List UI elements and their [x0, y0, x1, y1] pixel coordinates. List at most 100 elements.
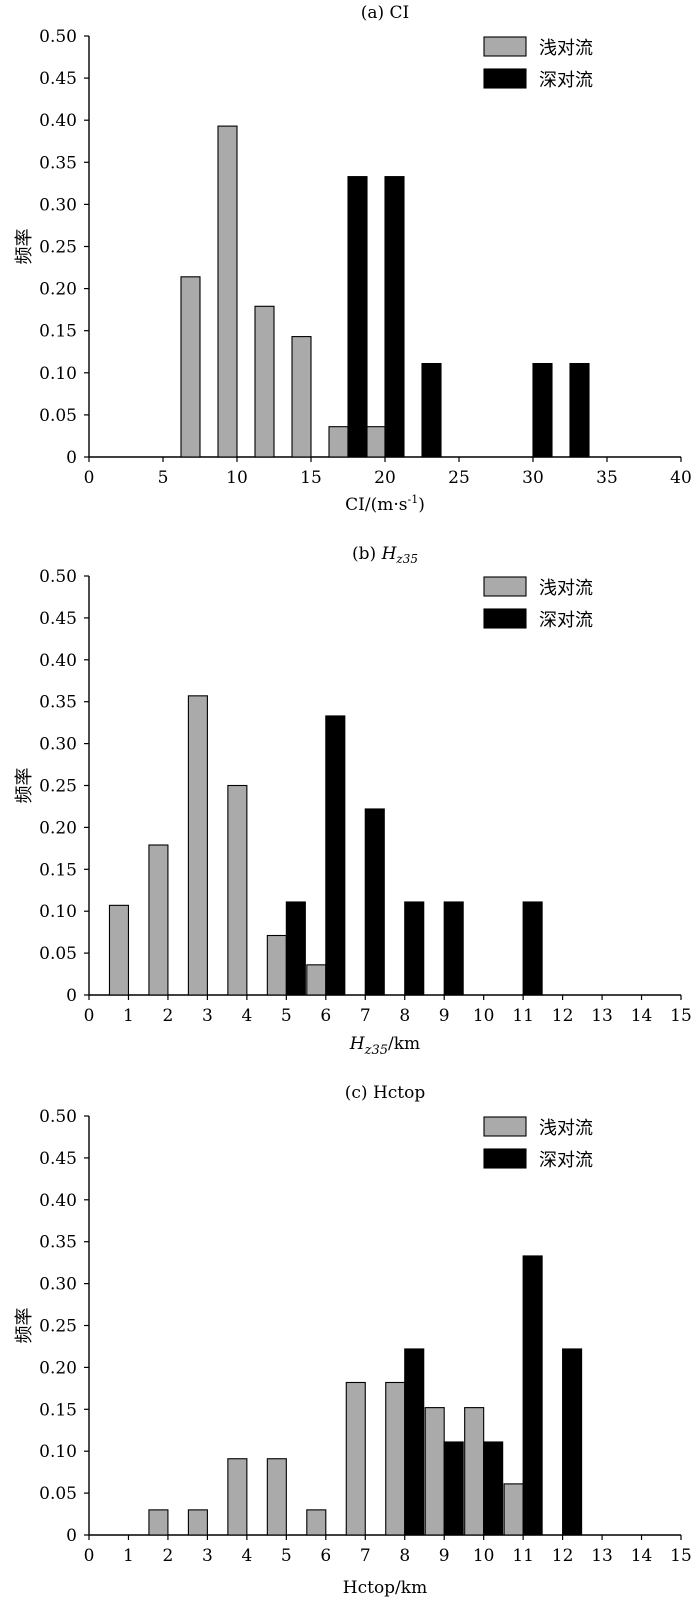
y-tick-label: 0.40 [39, 1191, 77, 1211]
x-tick-label: 15 [300, 468, 322, 488]
x-tick-label: 6 [320, 1006, 331, 1026]
x-tick-label: 13 [591, 1006, 613, 1026]
y-tick-label: 0.05 [39, 406, 77, 426]
y-tick-label: 0 [66, 448, 77, 468]
x-tick-label: 13 [591, 1546, 613, 1566]
y-tick-label: 0.10 [39, 902, 77, 922]
y-tick-label: 0.15 [39, 1400, 77, 1420]
shallow-bar [227, 784, 248, 996]
legend-swatch [483, 1116, 527, 1137]
y-tick-label: 0 [66, 986, 77, 1006]
y-tick-label: 0.25 [39, 1317, 77, 1337]
legend-swatch [483, 576, 527, 597]
x-axis-title: Hctop/km [343, 1578, 427, 1598]
chart-title: (a) CI [361, 3, 410, 23]
shallow-bar [291, 336, 312, 458]
legend-label: 浅对流 [539, 38, 593, 59]
x-tick-label: 4 [241, 1006, 252, 1026]
x-tick-label: 6 [320, 1546, 331, 1566]
deep-bar [522, 1255, 543, 1536]
shallow-bar [424, 1407, 445, 1536]
deep-bar [384, 176, 405, 458]
shallow-bar [306, 964, 327, 996]
y-axis-title: 频率 [14, 768, 35, 804]
y-tick-label: 0.35 [39, 1233, 77, 1253]
x-tick-label: 2 [163, 1006, 174, 1026]
y-tick-label: 0.05 [39, 944, 77, 964]
legend-swatch [483, 608, 527, 629]
x-tick-label: 0 [84, 1006, 95, 1026]
x-tick-label: 30 [522, 468, 544, 488]
y-tick-label: 0.10 [39, 1442, 77, 1462]
y-tick-label: 0.20 [39, 280, 77, 300]
x-tick-label: 11 [512, 1546, 534, 1566]
y-tick-label: 0.35 [39, 693, 77, 713]
chart-title: (b) Hz35 [352, 544, 418, 566]
deep-bar [532, 362, 553, 458]
legend-label: 深对流 [539, 1150, 593, 1171]
y-tick-label: 0 [66, 1526, 77, 1546]
x-tick-label: 8 [399, 1006, 410, 1026]
deep-bar [421, 362, 442, 458]
x-tick-label: 7 [360, 1546, 371, 1566]
x-tick-label: 15 [670, 1546, 692, 1566]
shallow-bar [266, 934, 287, 996]
deep-bar [483, 1441, 504, 1536]
shallow-bar [148, 1509, 169, 1536]
y-tick-label: 0.20 [39, 818, 77, 838]
x-tick-label: 14 [631, 1546, 653, 1566]
y-tick-label: 0.50 [39, 27, 77, 47]
deep-bar [562, 1348, 583, 1536]
deep-bar [325, 715, 346, 996]
y-axis-title: 频率 [14, 229, 35, 265]
legend-label: 浅对流 [539, 578, 593, 599]
y-tick-label: 0.30 [39, 1275, 77, 1295]
shallow-bar [187, 695, 208, 996]
shallow-bar [227, 1458, 248, 1536]
shallow-bar [187, 1509, 208, 1536]
x-tick-label: 4 [241, 1546, 252, 1566]
legend-swatch [483, 68, 527, 89]
shallow-bar [217, 125, 238, 458]
deep-bar [364, 808, 385, 996]
x-tick-label: 15 [670, 1006, 692, 1026]
y-tick-label: 0.05 [39, 1484, 77, 1504]
x-tick-label: 11 [512, 1006, 534, 1026]
x-tick-label: 20 [374, 468, 396, 488]
deep-bar [404, 1348, 425, 1536]
x-tick-label: 8 [399, 1546, 410, 1566]
x-tick-label: 14 [631, 1006, 653, 1026]
y-tick-label: 0.25 [39, 777, 77, 797]
y-axis-title: 频率 [14, 1308, 35, 1344]
x-tick-label: 0 [84, 468, 95, 488]
y-tick-label: 0.45 [39, 609, 77, 629]
shallow-bar [266, 1458, 287, 1536]
x-tick-label: 12 [552, 1546, 574, 1566]
y-tick-label: 0.40 [39, 111, 77, 131]
x-tick-label: 5 [281, 1546, 292, 1566]
deep-bar [443, 1441, 464, 1536]
deep-bar [443, 901, 464, 996]
x-tick-label: 9 [439, 1006, 450, 1026]
x-tick-label: 1 [123, 1006, 134, 1026]
x-tick-label: 1 [123, 1546, 134, 1566]
x-tick-label: 5 [281, 1006, 292, 1026]
deep-bar [285, 901, 306, 996]
shallow-bar [306, 1509, 327, 1536]
deep-bar [522, 901, 543, 996]
shallow-bar [464, 1407, 485, 1536]
deep-bar [347, 176, 368, 458]
x-tick-label: 3 [202, 1006, 213, 1026]
x-axis-title: Hz35/km [349, 1034, 420, 1058]
deep-bar [404, 901, 425, 996]
x-tick-label: 9 [439, 1546, 450, 1566]
x-tick-label: 7 [360, 1006, 371, 1026]
y-tick-label: 0.35 [39, 153, 77, 173]
x-tick-label: 10 [473, 1546, 495, 1566]
y-tick-label: 0.30 [39, 195, 77, 215]
deep-bar [569, 362, 590, 458]
x-axis-title: CI/(m·s-1) [345, 493, 425, 515]
x-tick-label: 12 [552, 1006, 574, 1026]
